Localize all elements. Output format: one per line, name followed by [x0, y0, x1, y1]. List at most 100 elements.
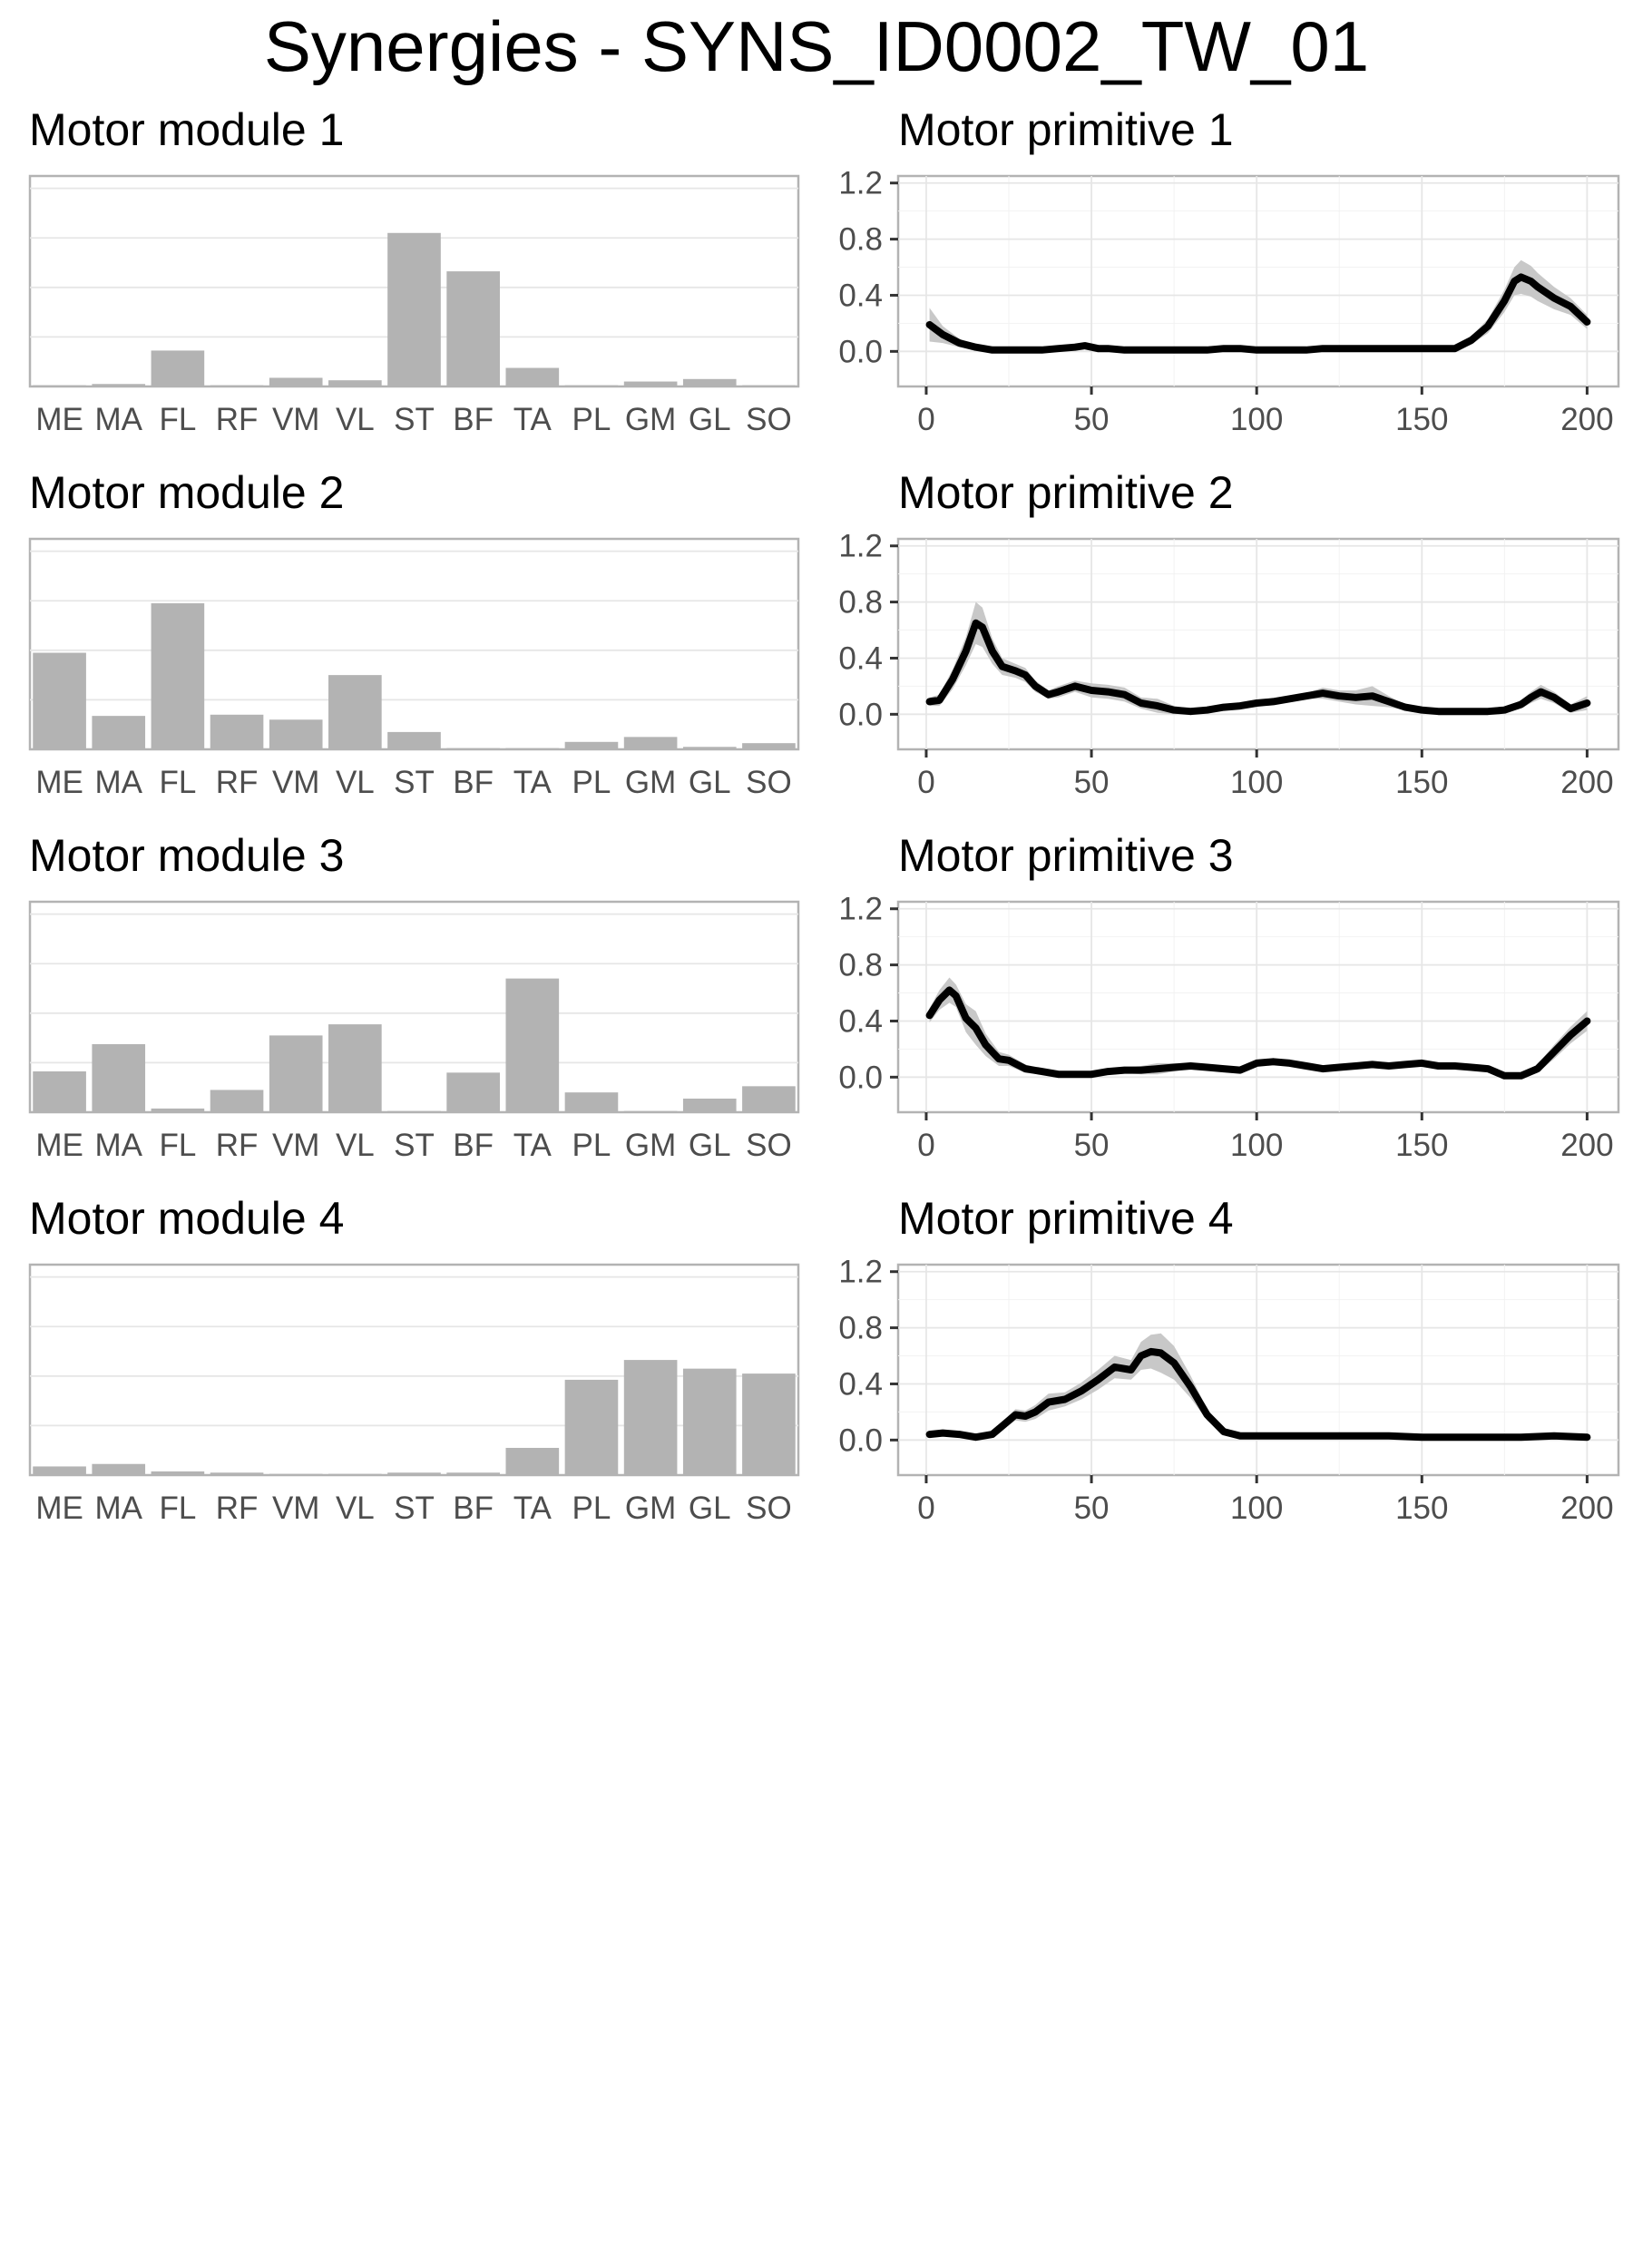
- x-tick-label: 150: [1395, 402, 1448, 437]
- x-tick-label: 100: [1230, 402, 1283, 437]
- x-tick-label: SO: [746, 765, 792, 800]
- bar-st: [387, 232, 441, 386]
- x-tick-label: SO: [746, 1128, 792, 1163]
- bar-st: [387, 731, 441, 749]
- x-tick-label: FL: [159, 1491, 196, 1526]
- x-tick-label: TA: [513, 1491, 552, 1526]
- x-tick-label: GL: [689, 1491, 731, 1526]
- mean-primitive-line: [925, 1347, 1591, 1442]
- bar-rf: [210, 1472, 264, 1475]
- x-tick-label: 100: [1230, 765, 1283, 800]
- y-tick-label: 0.0: [838, 1422, 883, 1458]
- x-tick-label: PL: [572, 1128, 611, 1163]
- x-tick-label: GL: [689, 765, 731, 800]
- panel-title: Motor primitive 4: [898, 1193, 1234, 1244]
- x-tick-label: RF: [216, 402, 259, 437]
- panel-title: Motor module 1: [29, 104, 344, 155]
- bar-gm: [623, 381, 678, 386]
- mean-primitive-line: [925, 986, 1591, 1080]
- bar-vm: [269, 719, 323, 749]
- y-tick-label: 1.2: [838, 892, 883, 927]
- bar-bf: [446, 748, 500, 749]
- y-tick-label: 0.8: [838, 1311, 883, 1346]
- mean-primitive-line: [925, 273, 1591, 354]
- x-tick-label: GL: [689, 402, 731, 437]
- bar-bf: [446, 1472, 500, 1475]
- variability-band: [929, 259, 1588, 352]
- x-tick-label: 0: [917, 765, 934, 800]
- bar-pl: [564, 1379, 619, 1475]
- panel-title: Motor primitive 2: [898, 467, 1234, 518]
- x-tick-label: ME: [35, 765, 83, 800]
- bar-gm: [623, 737, 678, 749]
- bar-gm: [623, 1110, 678, 1112]
- panel-title: Motor primitive 1: [898, 104, 1234, 155]
- x-tick-label: RF: [216, 1128, 259, 1163]
- x-tick-label: 150: [1395, 1128, 1448, 1163]
- x-tick-label: GM: [625, 1491, 676, 1526]
- x-tick-label: MA: [94, 1128, 142, 1163]
- x-tick-label: TA: [513, 765, 552, 800]
- x-tick-label: VL: [336, 1128, 375, 1163]
- bar-ta: [505, 748, 560, 749]
- x-tick-label: 200: [1560, 765, 1613, 800]
- bar-ma: [92, 1043, 146, 1112]
- motor-primitive-panel: Motor primitive 3 0 50 100 150 200 0.0 0.4 0.8 1.…: [838, 830, 1620, 1163]
- bar-so: [742, 1374, 796, 1475]
- variability-band: [929, 601, 1588, 715]
- y-tick-label: 0.4: [838, 640, 883, 676]
- x-tick-label: SO: [746, 402, 792, 437]
- x-tick-label: 0: [917, 1128, 934, 1163]
- bar-fl: [151, 1471, 205, 1475]
- panel-frame: [896, 537, 1620, 751]
- x-tick-label: 200: [1560, 402, 1613, 437]
- x-tick-label: TA: [513, 402, 552, 437]
- x-tick-label: VL: [336, 1491, 375, 1526]
- bar-gl: [682, 378, 737, 386]
- bar-bf: [446, 1072, 500, 1112]
- x-tick-label: GM: [625, 765, 676, 800]
- bar-st: [387, 1110, 441, 1112]
- bar-gl: [682, 747, 737, 749]
- x-tick-label: ST: [394, 402, 435, 437]
- bar-pl: [564, 741, 619, 749]
- x-tick-label: 50: [1074, 402, 1110, 437]
- bar-me: [33, 1466, 86, 1475]
- bar-ma: [92, 716, 146, 749]
- bar-fl: [151, 1108, 205, 1112]
- x-tick-label: PL: [572, 402, 611, 437]
- x-tick-label: ME: [35, 1491, 83, 1526]
- x-tick-label: 0: [917, 402, 934, 437]
- x-tick-label: FL: [159, 402, 196, 437]
- panel-grid: Motor module 1 ME MA FL RF VM VL ST BF TA PL GM GL SO…: [28, 104, 1620, 1526]
- panel-frame: [896, 900, 1620, 1114]
- x-tick-label: VM: [272, 1491, 320, 1526]
- x-tick-label: PL: [572, 765, 611, 800]
- x-tick-label: VL: [336, 765, 375, 800]
- x-tick-label: BF: [453, 765, 494, 800]
- x-tick-label: RF: [216, 1491, 259, 1526]
- bar-so: [742, 1086, 796, 1112]
- bar-vl: [328, 1473, 382, 1475]
- mean-primitive-line: [925, 619, 1591, 716]
- x-tick-label: 200: [1560, 1128, 1613, 1163]
- y-tick-label: 0.8: [838, 585, 883, 621]
- y-tick-label: 0.4: [838, 1003, 883, 1039]
- x-tick-label: FL: [159, 1128, 196, 1163]
- bar-gl: [682, 1368, 737, 1475]
- gridlines: [898, 539, 1618, 749]
- x-tick-label: 150: [1395, 765, 1448, 800]
- y-tick-label: 0.8: [838, 948, 883, 983]
- x-tick-label: GM: [625, 402, 676, 437]
- x-tick-label: FL: [159, 765, 196, 800]
- bar-ta: [505, 1447, 560, 1475]
- x-tick-label: 50: [1074, 765, 1110, 800]
- x-tick-label: PL: [572, 1491, 611, 1526]
- bar-st: [387, 1472, 441, 1475]
- x-tick-label: VM: [272, 765, 320, 800]
- y-tick-label: 0.4: [838, 278, 883, 313]
- x-tick-label: 50: [1074, 1128, 1110, 1163]
- bar-vl: [328, 380, 382, 386]
- panel-title: Motor primitive 3: [898, 830, 1234, 881]
- y-tick-label: 0.0: [838, 1060, 883, 1095]
